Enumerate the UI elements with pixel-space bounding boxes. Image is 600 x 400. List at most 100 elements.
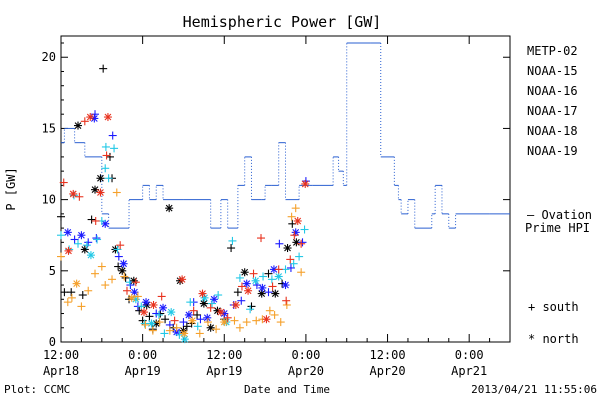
south-point-noaa-18 — [230, 316, 239, 325]
south-point-noaa-18 — [291, 204, 300, 213]
north-point-metp-02 — [292, 238, 301, 247]
south-point-noaa-15 — [70, 235, 79, 244]
south-point-noaa-18 — [172, 323, 181, 332]
north-point-noaa-19 — [293, 216, 302, 225]
south-point-noaa-19 — [223, 313, 232, 322]
footer-source: Plot: CCMC — [4, 383, 70, 396]
south-point-noaa-18 — [112, 188, 121, 197]
north-point-noaa-15 — [258, 283, 267, 292]
north-point-noaa-16 — [86, 251, 95, 260]
legend-item-noaa-16: NOAA-16 — [527, 84, 578, 98]
south-point-noaa-16 — [140, 319, 149, 328]
south-point-noaa-16 — [74, 239, 83, 248]
south-point-noaa-19 — [249, 269, 258, 278]
south-point-noaa-16 — [193, 322, 202, 331]
south-point-noaa-18 — [195, 329, 204, 338]
legend-ovation-label-2: Prime HPI — [525, 221, 590, 235]
north-point-noaa-19 — [231, 300, 240, 309]
south-point-noaa-15 — [237, 296, 246, 305]
legend-north-label: * north — [528, 332, 579, 346]
south-point-noaa-15 — [179, 318, 188, 327]
south-point-metp-02 — [264, 269, 273, 278]
y-tick-label: 15 — [42, 121, 56, 135]
south-point-noaa-16 — [214, 291, 223, 300]
north-point-noaa-18 — [180, 329, 189, 338]
north-point-noaa-15 — [281, 281, 290, 290]
x-tick-label-date: Apr19 — [206, 364, 242, 378]
south-point-noaa-18 — [101, 281, 110, 290]
x-tick-label-date: Apr18 — [43, 364, 79, 378]
south-point-metp-02 — [57, 212, 65, 221]
south-point-noaa-16 — [281, 265, 290, 274]
south-point-metp-02 — [145, 312, 154, 321]
south-point-noaa-19 — [257, 234, 266, 243]
south-point-noaa-16 — [208, 299, 217, 308]
south-point-noaa-16 — [110, 144, 119, 153]
south-point-noaa-19 — [102, 151, 111, 160]
south-point-noaa-16 — [186, 298, 195, 307]
south-point-noaa-15 — [92, 234, 101, 243]
south-point-metp-02 — [99, 64, 108, 73]
south-point-noaa-15 — [108, 131, 117, 140]
ovation-series — [61, 42, 510, 229]
north-point-noaa-15 — [101, 219, 110, 228]
south-point-noaa-18 — [141, 320, 150, 329]
south-point-noaa-18 — [97, 262, 106, 271]
south-point-noaa-19 — [274, 265, 283, 274]
north-point-metp-02 — [165, 204, 174, 213]
north-point-noaa-16 — [251, 276, 260, 285]
south-point-noaa-16 — [101, 142, 110, 151]
x-tick-label-date: Apr21 — [451, 364, 487, 378]
south-point-metp-02 — [161, 315, 170, 324]
legend-ovation-label-1: — Ovation — [527, 208, 592, 222]
south-point-metp-02 — [105, 152, 114, 161]
south-point-noaa-18 — [57, 252, 65, 261]
north-point-noaa-15 — [142, 298, 151, 307]
plot-border — [60, 35, 511, 343]
north-point-metp-02 — [74, 121, 83, 130]
south-point-noaa-19 — [75, 192, 84, 201]
south-point-noaa-18 — [77, 302, 86, 311]
north-point-noaa-19 — [69, 189, 78, 198]
x-tick-label-time: 0:00 — [128, 348, 157, 362]
south-point-noaa-19 — [170, 316, 179, 325]
north-point-noaa-19 — [139, 308, 148, 317]
south-point-noaa-16 — [289, 259, 298, 268]
south-point-noaa-18 — [148, 326, 157, 335]
north-point-noaa-19 — [216, 308, 225, 317]
south-point-noaa-18 — [84, 286, 93, 295]
north-point-noaa-15 — [119, 259, 128, 268]
north-point-noaa-15 — [220, 309, 229, 318]
x-tick-label-time: 0:00 — [291, 348, 320, 362]
south-point-metp-02 — [182, 322, 191, 331]
south-point-noaa-16 — [228, 236, 237, 245]
north-point-noaa-18 — [188, 316, 197, 325]
y-tick-label: 20 — [42, 50, 56, 64]
x-tick-label-date: Apr20 — [369, 364, 405, 378]
north-point-noaa-16 — [147, 319, 156, 328]
y-tick-label: 5 — [49, 264, 56, 278]
x-axis-label: Date and Time — [244, 383, 330, 396]
north-point-noaa-15 — [63, 228, 72, 237]
north-point-metp-02 — [257, 289, 266, 298]
north-point-metp-02 — [206, 323, 215, 332]
south-point-noaa-19 — [286, 255, 295, 264]
legend-item-noaa-15: NOAA-15 — [527, 64, 578, 78]
satellite-points — [57, 64, 310, 344]
south-point-noaa-19 — [116, 241, 125, 250]
south-point-noaa-19 — [59, 178, 68, 187]
south-point-metp-02 — [227, 244, 236, 253]
south-point-noaa-15 — [275, 239, 284, 248]
north-point-noaa-19 — [178, 275, 187, 284]
legend-item-noaa-19: NOAA-19 — [527, 144, 578, 158]
south-point-noaa-19 — [282, 296, 291, 305]
north-point-noaa-18 — [220, 318, 229, 327]
south-point-noaa-19 — [91, 216, 100, 225]
south-point-noaa-15 — [196, 315, 205, 324]
south-point-noaa-15 — [286, 263, 295, 272]
chart-title: Hemispheric Power [GW] — [183, 13, 382, 31]
south-point-noaa-19 — [122, 286, 131, 295]
south-point-noaa-18 — [165, 326, 174, 335]
south-point-noaa-18 — [155, 318, 164, 327]
north-point-noaa-19 — [262, 315, 271, 324]
